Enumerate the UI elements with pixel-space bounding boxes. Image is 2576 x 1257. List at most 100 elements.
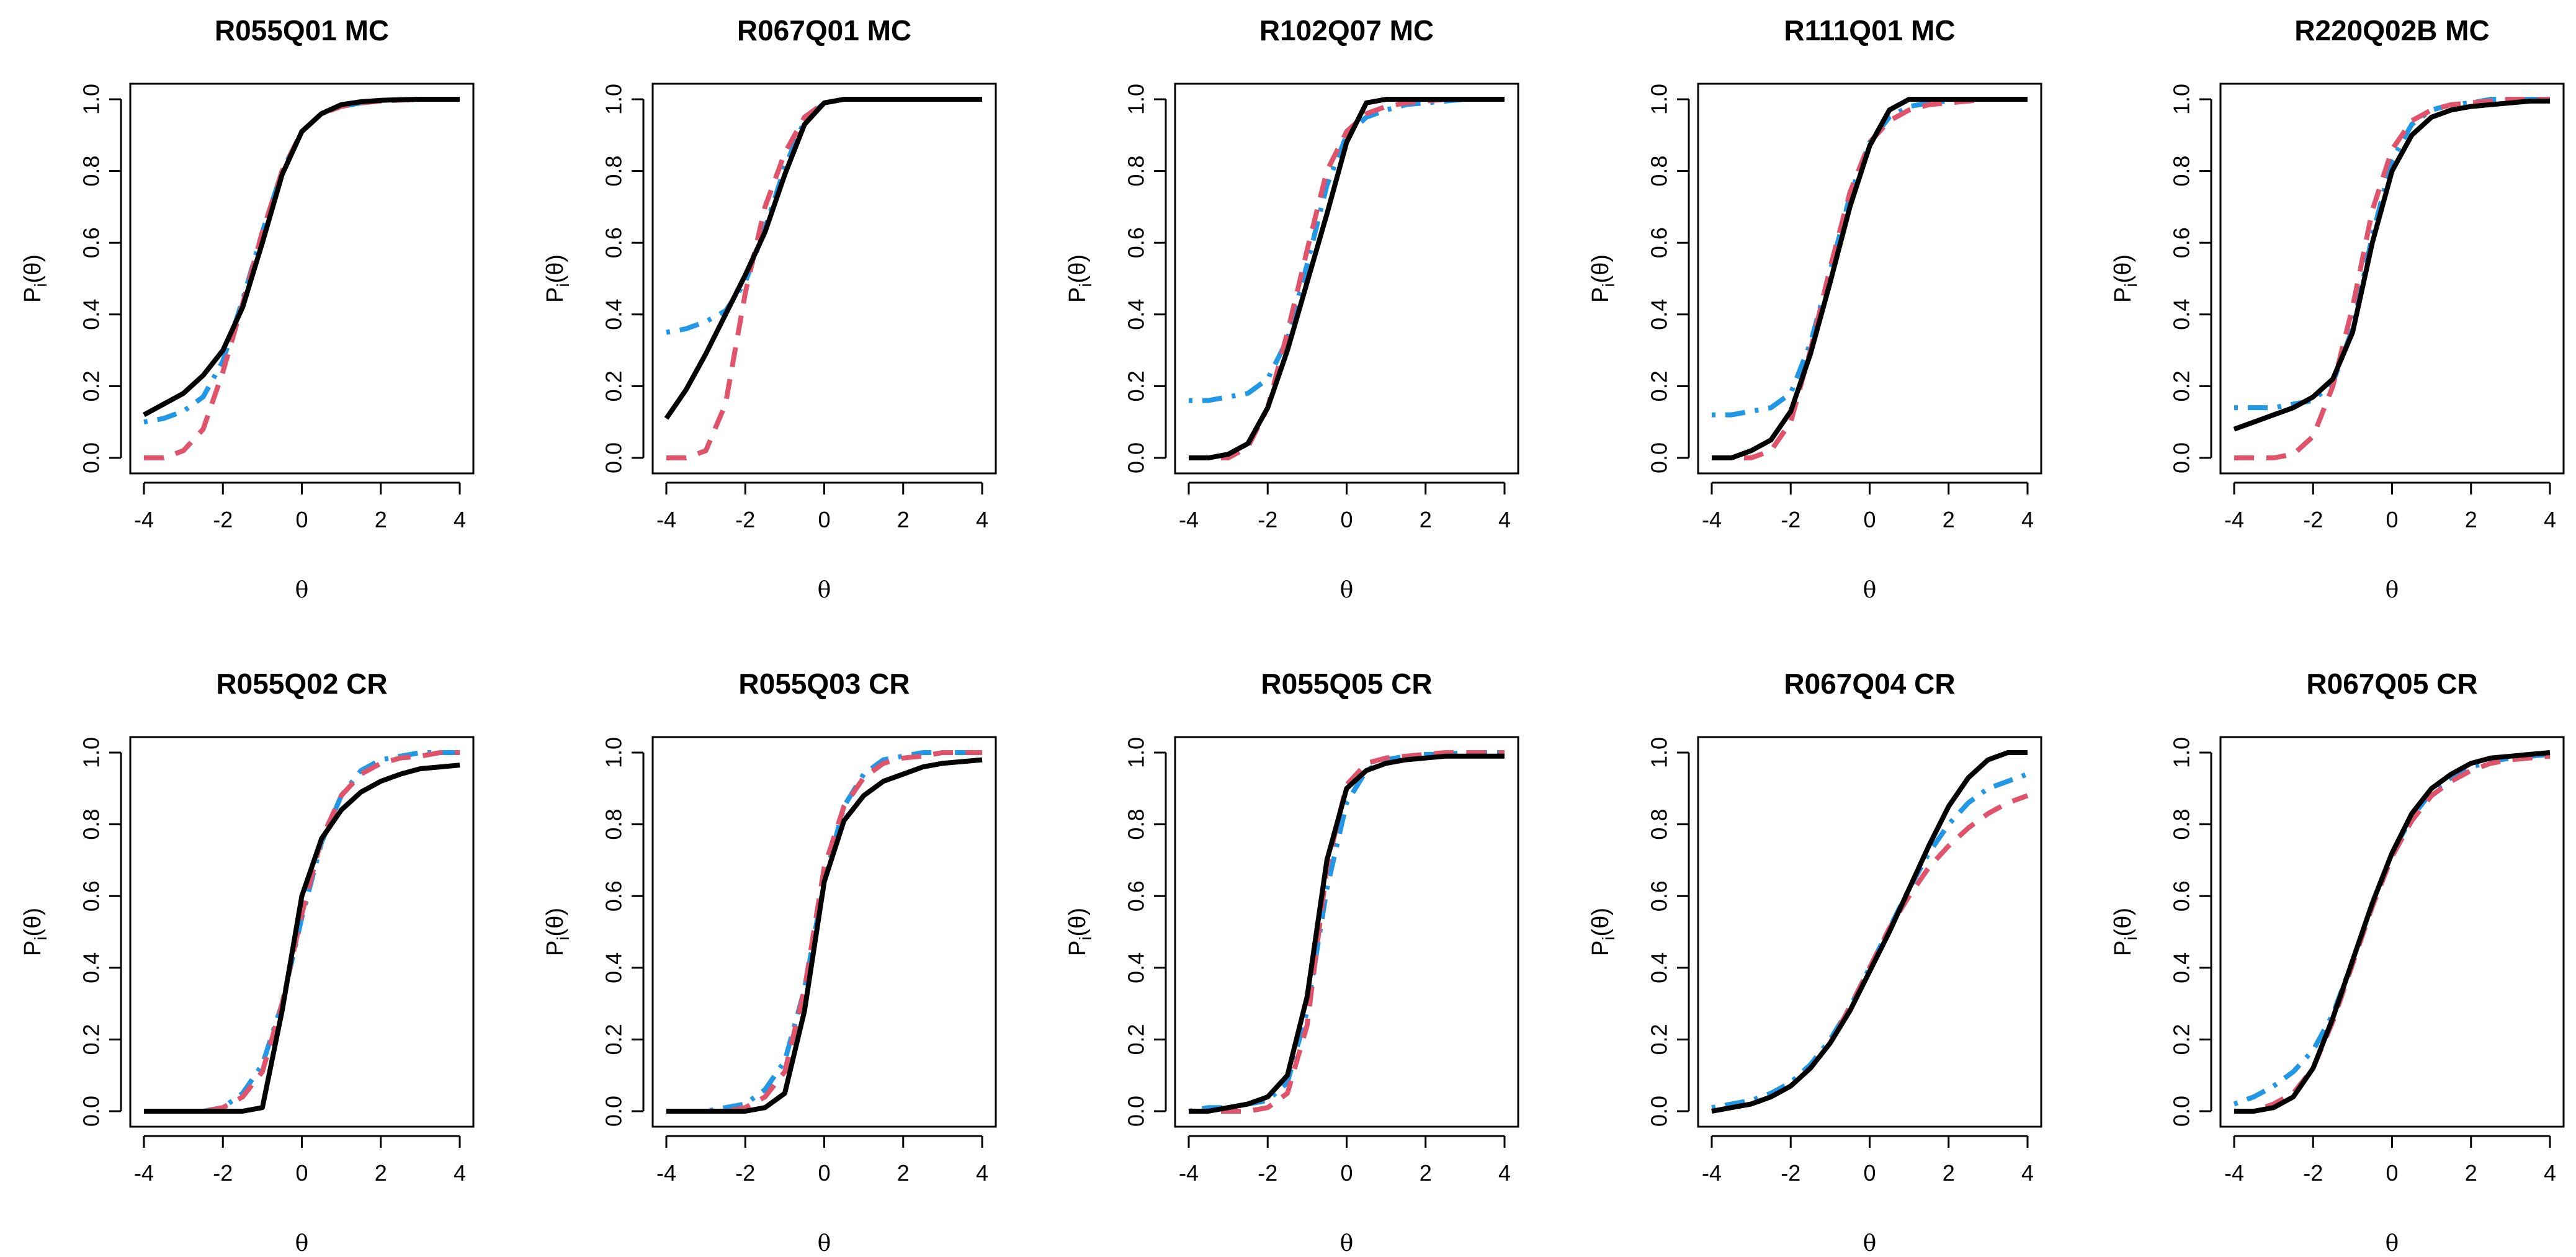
y-axis-label: Pi(θ) <box>1065 908 1095 956</box>
x-tick-label: 4 <box>454 1160 466 1186</box>
panel-title: R111Q01 MC <box>1784 14 1955 47</box>
y-tick-label: 0.0 <box>601 1096 627 1127</box>
panel-3: R102Q07 MC -4 -2 0 2 4 θ 0.0 0.2 0.4 0.6 0.8 1.0 Pi(θ… <box>1065 14 1519 603</box>
series-line-2 <box>144 97 460 460</box>
y-axis-label: Pi(θ) <box>20 908 50 956</box>
panel-title: R067Q05 CR <box>2306 668 2477 700</box>
x-axis-label: θ <box>2386 1231 2399 1256</box>
y-tick-label: 0.0 <box>1124 1096 1149 1127</box>
y-tick-label: 0.8 <box>2169 156 2194 187</box>
series-line-2 <box>2234 97 2550 460</box>
x-axis-label: θ <box>1340 578 1354 603</box>
series-line-2 <box>1189 97 1505 460</box>
plot-frame <box>2219 83 2565 475</box>
series-line-1 <box>664 97 982 420</box>
x-tick-label: -2 <box>735 1160 755 1186</box>
x-tick-label: 4 <box>2021 507 2034 532</box>
x-tick-label: 4 <box>2021 1160 2034 1186</box>
series-line-1 <box>143 97 460 418</box>
x-tick-label: 4 <box>976 1160 988 1186</box>
y-tick-label: 0.8 <box>79 809 104 840</box>
y-tick-label: 0.4 <box>1124 299 1149 330</box>
y-tick-label: 0.0 <box>601 442 627 473</box>
panel-7: R055Q03 CR -4 -2 0 2 4 θ 0.0 0.2 0.4 0.6 0.8 1.0 Pi(θ… <box>542 668 997 1256</box>
panel-title: R055Q01 MC <box>215 14 389 47</box>
series-line-3 <box>666 97 982 335</box>
y-axis-label: Pi(θ) <box>1065 254 1095 303</box>
series-line-3 <box>144 750 460 1114</box>
y-tick-label: 0.2 <box>79 370 104 401</box>
panel-title: R067Q04 CR <box>1784 668 1955 700</box>
y-axis-label: Pi(θ) <box>2110 908 2140 956</box>
panel-9: R067Q04 CR -4 -2 0 2 4 θ 0.0 0.2 0.4 0.6 0.8 1.0 Pi(θ… <box>1588 668 2042 1256</box>
y-tick-label: 0.4 <box>1124 952 1149 983</box>
y-tick-label: 0.8 <box>1124 809 1149 840</box>
x-tick-label: 4 <box>454 507 466 532</box>
x-tick-label: 0 <box>295 1160 308 1186</box>
y-tick-label: 0.0 <box>2169 1096 2194 1127</box>
series-line-3 <box>2233 751 2551 1107</box>
series-line-3 <box>1188 750 1505 1114</box>
series-line-2 <box>1711 793 2029 1114</box>
x-tick-label: 2 <box>1420 1160 1432 1186</box>
y-tick-label: 0.2 <box>2169 1024 2194 1055</box>
y-tick-label: 0.8 <box>1647 809 1672 840</box>
y-tick-label: 0.4 <box>1647 299 1672 330</box>
x-tick-label: 0 <box>1863 1160 1876 1186</box>
x-tick-label: 4 <box>2544 507 2556 532</box>
x-tick-label: 0 <box>2386 507 2398 532</box>
x-tick-label: 4 <box>1498 1160 1511 1186</box>
y-tick-label: 0.2 <box>79 1024 104 1055</box>
x-tick-label: -4 <box>2224 1160 2244 1186</box>
panel-2: R067Q01 MC -4 -2 0 2 4 θ 0.0 0.2 0.4 0.6 0.8 1.0 Pi(θ… <box>542 14 997 603</box>
y-axis-label: Pi(θ) <box>542 908 573 956</box>
x-tick-label: 0 <box>1340 1160 1353 1186</box>
plot-frame <box>2219 736 2565 1128</box>
y-tick-label: 0.6 <box>1647 880 1672 911</box>
series-line-1 <box>1711 750 2028 1114</box>
x-tick-label: -4 <box>134 1160 154 1186</box>
panel-title: R055Q03 CR <box>738 668 910 700</box>
y-tick-label: 0.4 <box>1647 952 1672 983</box>
x-tick-label: 4 <box>976 507 988 532</box>
y-tick-label: 0.6 <box>1647 227 1672 258</box>
x-axis-label: θ <box>818 578 831 603</box>
x-tick-label: 0 <box>2386 1160 2398 1186</box>
y-tick-label: 0.0 <box>1647 1096 1672 1127</box>
panel-4: R111Q01 MC -4 -2 0 2 4 θ 0.0 0.2 0.4 0.6 0.8 1.0 Pi(θ… <box>1588 14 2042 603</box>
x-tick-label: 2 <box>897 1160 910 1186</box>
y-axis-label: Pi(θ) <box>1588 254 1618 303</box>
panel-title: R220Q02B MC <box>2294 14 2489 47</box>
series-line-2 <box>1189 750 1505 1114</box>
series-line-3 <box>1711 771 2029 1111</box>
y-tick-label: 0.2 <box>1124 1024 1149 1055</box>
series-line-2 <box>666 97 982 460</box>
x-tick-label: -2 <box>2303 1160 2323 1186</box>
x-tick-label: 0 <box>295 507 308 532</box>
series-line-2 <box>144 750 460 1114</box>
y-tick-label: 0.0 <box>2169 442 2194 473</box>
x-tick-label: -2 <box>735 507 755 532</box>
x-tick-label: -4 <box>1702 507 1722 532</box>
y-tick-label: 0.2 <box>2169 370 2194 401</box>
y-tick-label: 0.4 <box>2169 299 2194 330</box>
x-tick-label: 4 <box>2544 1160 2556 1186</box>
y-tick-label: 0.8 <box>2169 809 2194 840</box>
x-axis-label: θ <box>1863 578 1877 603</box>
y-tick-label: 0.6 <box>79 227 104 258</box>
y-tick-label: 0.6 <box>1124 227 1149 258</box>
y-axis-label: Pi(θ) <box>2110 254 2140 303</box>
panel-title: R067Q01 MC <box>737 14 911 47</box>
y-tick-label: 1.0 <box>601 737 627 768</box>
y-tick-label: 0.8 <box>601 156 627 187</box>
x-tick-label: 2 <box>375 507 387 532</box>
panel-title: R055Q05 CR <box>1261 668 1432 700</box>
x-tick-label: 2 <box>1943 1160 1955 1186</box>
y-tick-label: 1.0 <box>1124 84 1149 115</box>
y-tick-label: 0.4 <box>2169 952 2194 983</box>
x-tick-label: -4 <box>1702 1160 1722 1186</box>
series-line-1 <box>1189 97 1505 460</box>
panel-title: R055Q02 CR <box>216 668 387 700</box>
x-tick-label: -2 <box>213 507 233 532</box>
y-tick-label: 0.8 <box>79 156 104 187</box>
